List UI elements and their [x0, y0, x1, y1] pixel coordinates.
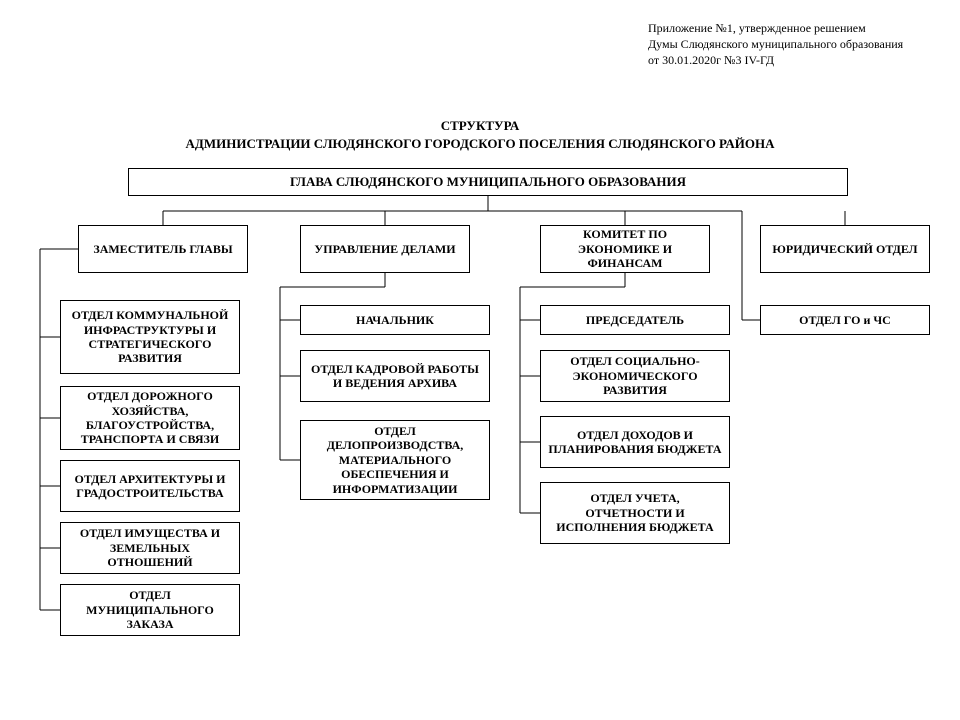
title-line-2: АДМИНИСТРАЦИИ СЛЮДЯНСКОГО ГОРОДСКОГО ПОС… [0, 136, 960, 152]
node-gochs: ОТДЕЛ ГО и ЧС [760, 305, 930, 335]
appendix-text: Приложение №1, утвержденное решениемДумы… [648, 20, 903, 69]
org-chart-canvas: Приложение №1, утвержденное решениемДумы… [0, 0, 960, 720]
node-e1: ПРЕДСЕДАТЕЛЬ [540, 305, 730, 335]
node-d1: ОТДЕЛ КОММУНАЛЬНОЙ ИНФРАСТРУКТУРЫ И СТРА… [60, 300, 240, 374]
node-e3: ОТДЕЛ ДОХОДОВ И ПЛАНИРОВАНИЯ БЮДЖЕТА [540, 416, 730, 468]
node-a1: НАЧАЛЬНИК [300, 305, 490, 335]
node-d3: ОТДЕЛ АРХИТЕКТУРЫ И ГРАДОСТРОИТЕЛЬСТВА [60, 460, 240, 512]
node-legal: ЮРИДИЧЕСКИЙ ОТДЕЛ [760, 225, 930, 273]
node-d5: ОТДЕЛ МУНИЦИПАЛЬНОГО ЗАКАЗА [60, 584, 240, 636]
node-e2: ОТДЕЛ СОЦИАЛЬНО-ЭКОНОМИЧЕСКОГО РАЗВИТИЯ [540, 350, 730, 402]
node-e4: ОТДЕЛ УЧЕТА, ОТЧЕТНОСТИ И ИСПОЛНЕНИЯ БЮД… [540, 482, 730, 544]
title-line-1: СТРУКТУРА [0, 118, 960, 134]
node-d4: ОТДЕЛ ИМУЩЕСТВА И ЗЕМЕЛЬНЫХ ОТНОШЕНИЙ [60, 522, 240, 574]
node-deputy: ЗАМЕСТИТЕЛЬ ГЛАВЫ [78, 225, 248, 273]
node-affairs: УПРАВЛЕНИЕ ДЕЛАМИ [300, 225, 470, 273]
node-a3: ОТДЕЛ ДЕЛОПРОИЗВОДСТВА, МАТЕРИАЛЬНОГО ОБ… [300, 420, 490, 500]
node-d2: ОТДЕЛ ДОРОЖНОГО ХОЗЯЙСТВА, БЛАГОУСТРОЙСТ… [60, 386, 240, 450]
node-econ: КОМИТЕТ ПО ЭКОНОМИКЕ И ФИНАНСАМ [540, 225, 710, 273]
node-a2: ОТДЕЛ КАДРОВОЙ РАБОТЫ И ВЕДЕНИЯ АРХИВА [300, 350, 490, 402]
node-root: ГЛАВА СЛЮДЯНСКОГО МУНИЦИПАЛЬНОГО ОБРАЗОВ… [128, 168, 848, 196]
